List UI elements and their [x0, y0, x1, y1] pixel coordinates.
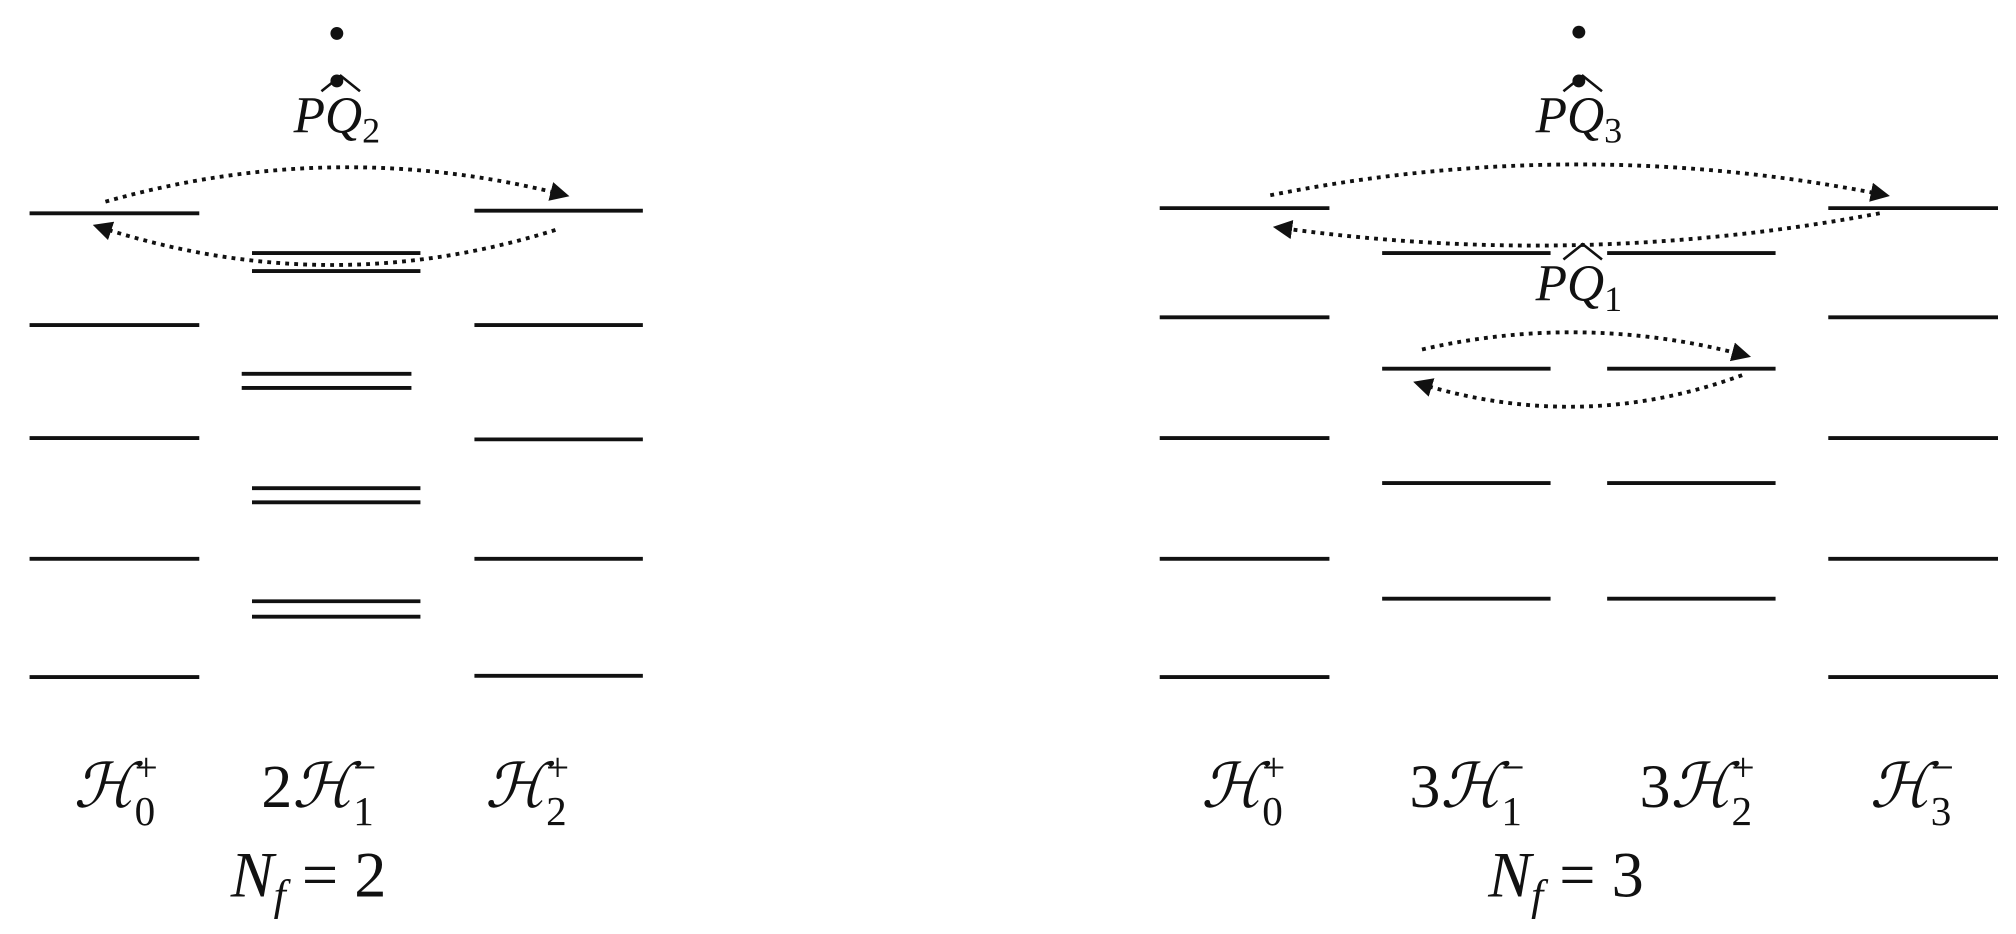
label-symbol: ℋ: [292, 753, 362, 821]
operator-sub: 1: [1604, 279, 1622, 319]
column-label: ℋ− 3: [1870, 744, 1954, 834]
label-prefix: 3: [1409, 753, 1440, 821]
operator: PQ3: [1535, 87, 1623, 150]
label-sub: 1: [1501, 788, 1522, 834]
label-sub: 2: [1732, 788, 1753, 834]
caption-base: N: [1487, 840, 1534, 911]
label-sup: +: [546, 744, 569, 790]
operator-p: P: [1535, 256, 1567, 313]
label-sub: 0: [135, 788, 156, 834]
arrow: [1421, 330, 1752, 362]
arrow: [104, 165, 570, 204]
label-sup: −: [1931, 744, 1954, 790]
operator: PQ1: [1535, 256, 1623, 319]
column-label: ℋ+ 2: [485, 744, 569, 834]
label-symbol: ℋ: [1440, 753, 1510, 821]
operator: PQ2: [293, 87, 381, 150]
operator-q: Q: [1567, 87, 1604, 144]
caption-rest: = 3: [1543, 840, 1644, 911]
label-symbol: ℋ: [1870, 753, 1940, 821]
dot: [330, 26, 344, 40]
label-sub: 3: [1931, 788, 1952, 834]
label-prefix: 2: [261, 753, 292, 821]
label-sup: +: [1262, 744, 1285, 790]
arrow: [1272, 211, 1881, 248]
label-sub: 0: [1262, 788, 1283, 834]
column-label: 2ℋ− 1: [261, 744, 376, 834]
label-symbol: ℋ: [485, 753, 555, 821]
label-sup: +: [135, 744, 158, 790]
column-label: 3ℋ+ 2: [1640, 744, 1755, 834]
label-sup: +: [1731, 744, 1754, 790]
label-prefix: 3: [1640, 753, 1671, 821]
operator-sub: 3: [1604, 111, 1622, 151]
caption: Nf = 3: [1487, 840, 1644, 920]
arrow: [1269, 162, 1890, 202]
column-label: 3ℋ− 1: [1409, 744, 1524, 834]
hat: [1562, 242, 1603, 261]
labels: ℋ+ 0 2ℋ− 1 ℋ+ 2Nf = 2ℋ+ 0 3ℋ− 1 3ℋ+ 2 ℋ− 3Nf = 3: [74, 744, 1954, 919]
arrow: [92, 221, 557, 267]
caption: Nf = 2: [230, 840, 387, 920]
operator-q: Q: [325, 87, 362, 144]
label-symbol: ℋ: [1670, 753, 1740, 821]
hat: [320, 74, 361, 93]
label-symbol: ℋ: [1201, 753, 1271, 821]
dot: [1572, 25, 1586, 39]
operator-p: P: [293, 87, 325, 144]
arrow: [1413, 373, 1743, 409]
label-symbol: ℋ: [74, 753, 144, 821]
label-sup: −: [353, 744, 376, 790]
operator-sub: 2: [362, 111, 380, 151]
caption-base: N: [230, 840, 277, 911]
column-label: ℋ+ 0: [1201, 744, 1285, 834]
operator-p: P: [1535, 87, 1567, 144]
operator-q: Q: [1567, 256, 1604, 313]
label-sub: 1: [353, 788, 374, 834]
label-sub: 2: [546, 788, 567, 834]
caption-rest: = 2: [286, 840, 387, 911]
label-sup: −: [1501, 744, 1524, 790]
levels: [29, 206, 1999, 679]
column-label: ℋ+ 0: [74, 744, 158, 834]
hat: [1562, 74, 1603, 93]
